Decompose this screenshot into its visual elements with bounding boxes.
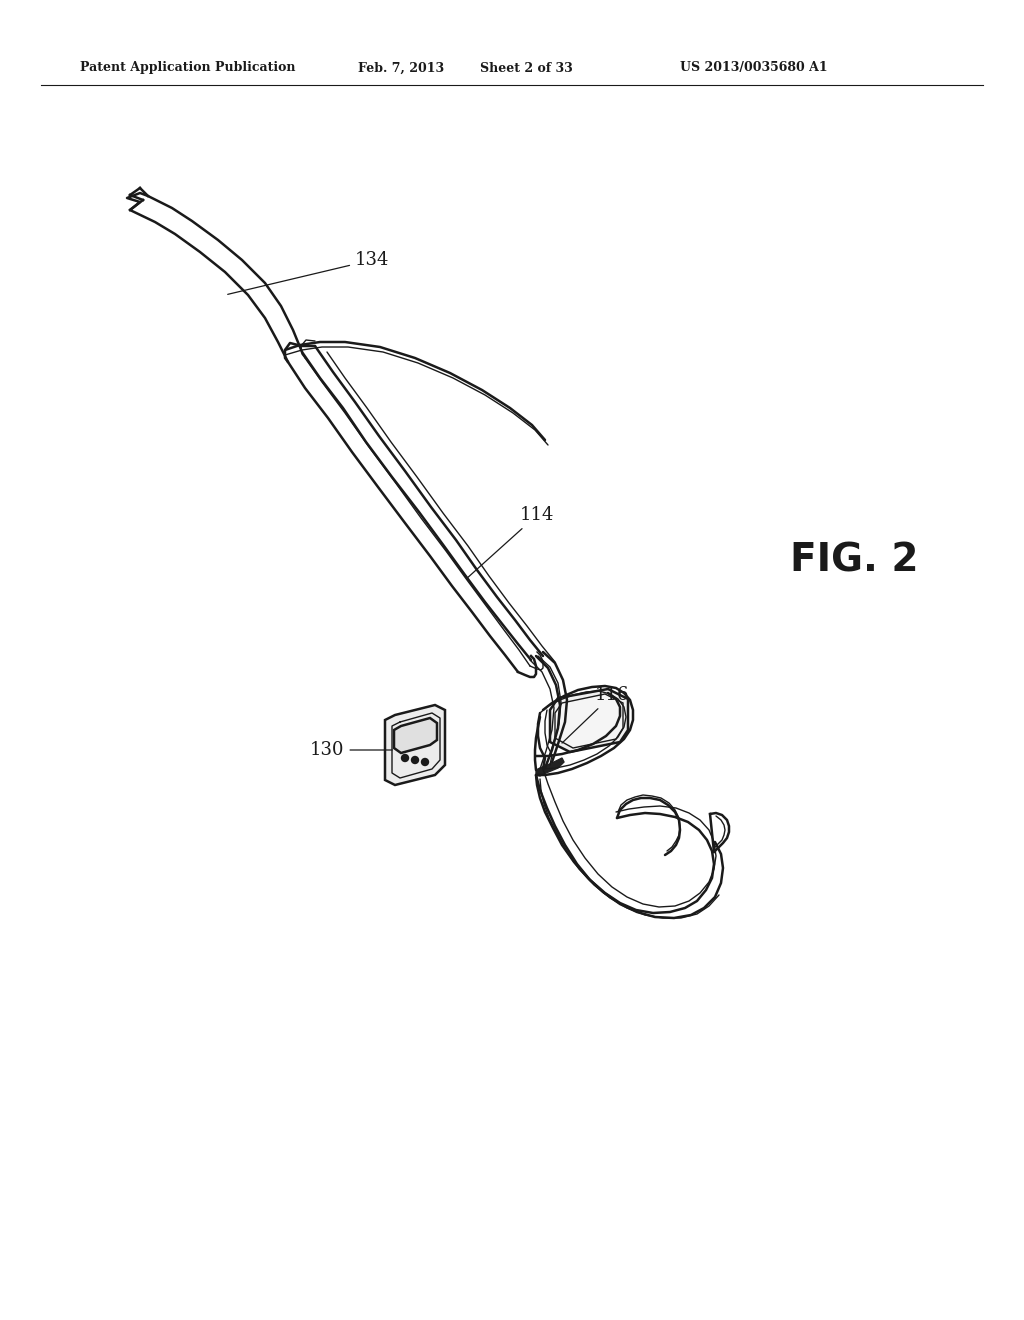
Text: US 2013/0035680 A1: US 2013/0035680 A1 [680, 62, 827, 74]
Polygon shape [550, 689, 628, 752]
Polygon shape [394, 718, 437, 752]
Text: Sheet 2 of 33: Sheet 2 of 33 [480, 62, 572, 74]
Text: 116: 116 [562, 686, 630, 743]
Circle shape [401, 755, 409, 762]
Circle shape [422, 759, 428, 766]
Text: Patent Application Publication: Patent Application Publication [80, 62, 296, 74]
Text: 114: 114 [467, 506, 554, 578]
Circle shape [412, 756, 419, 763]
Text: Feb. 7, 2013: Feb. 7, 2013 [358, 62, 444, 74]
Text: 130: 130 [310, 741, 392, 759]
Text: 134: 134 [227, 251, 389, 294]
Polygon shape [536, 758, 564, 776]
Text: FIG. 2: FIG. 2 [790, 541, 919, 579]
Polygon shape [385, 705, 445, 785]
Polygon shape [555, 694, 623, 748]
